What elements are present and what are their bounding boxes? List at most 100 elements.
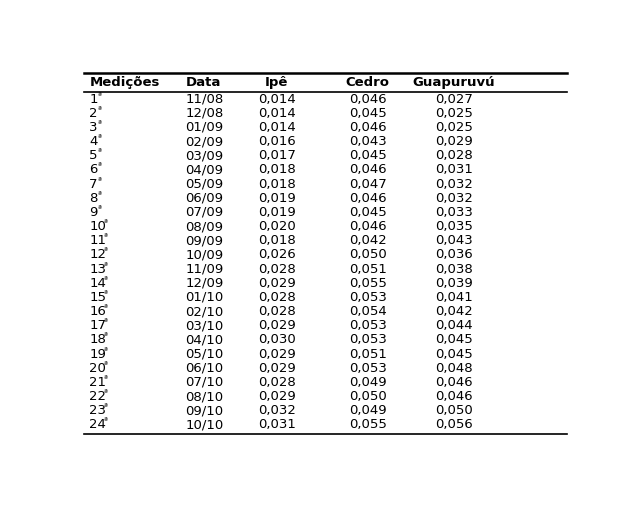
Text: 0,046: 0,046 [435, 390, 473, 403]
Text: 12: 12 [89, 248, 106, 262]
Text: 0,045: 0,045 [349, 149, 387, 162]
Text: 0,029: 0,029 [258, 390, 296, 403]
Text: 0,049: 0,049 [349, 404, 387, 417]
Text: 13: 13 [89, 263, 106, 275]
Text: 0,018: 0,018 [258, 178, 296, 191]
Text: 0,033: 0,033 [435, 206, 473, 219]
Text: 3: 3 [89, 121, 98, 134]
Text: 0,025: 0,025 [435, 107, 473, 120]
Text: 4: 4 [89, 135, 98, 148]
Text: 0,029: 0,029 [258, 319, 296, 332]
Text: ª: ª [97, 105, 101, 114]
Text: Ipê: Ipê [265, 76, 288, 89]
Text: 0,053: 0,053 [349, 362, 387, 375]
Text: ª: ª [104, 233, 107, 241]
Text: 0,045: 0,045 [435, 333, 473, 346]
Text: 0,028: 0,028 [258, 376, 296, 389]
Text: 0,029: 0,029 [258, 277, 296, 290]
Text: 07/10: 07/10 [186, 376, 224, 389]
Text: ª: ª [104, 261, 107, 270]
Text: 01/10: 01/10 [186, 291, 224, 304]
Text: 19: 19 [89, 347, 106, 361]
Text: 0,031: 0,031 [435, 164, 473, 176]
Text: 22: 22 [89, 390, 106, 403]
Text: ª: ª [104, 402, 107, 411]
Text: 11/09: 11/09 [186, 263, 224, 275]
Text: 0,030: 0,030 [258, 333, 296, 346]
Text: 16: 16 [89, 305, 106, 318]
Text: 0,028: 0,028 [258, 263, 296, 275]
Text: 24: 24 [89, 419, 106, 431]
Text: 06/10: 06/10 [186, 362, 224, 375]
Text: 18: 18 [89, 333, 106, 346]
Text: Guapuruvú: Guapuruvú [413, 76, 495, 89]
Text: 08/10: 08/10 [186, 390, 224, 403]
Text: ª: ª [97, 190, 101, 199]
Text: 0,049: 0,049 [349, 376, 387, 389]
Text: 0,046: 0,046 [349, 192, 387, 205]
Text: 0,029: 0,029 [258, 362, 296, 375]
Text: Cedro: Cedro [346, 76, 390, 89]
Text: ª: ª [104, 246, 107, 256]
Text: ª: ª [104, 275, 107, 284]
Text: 0,027: 0,027 [435, 92, 473, 106]
Text: 23: 23 [89, 404, 106, 417]
Text: 0,016: 0,016 [258, 135, 296, 148]
Text: 0,014: 0,014 [258, 107, 296, 120]
Text: 11: 11 [89, 234, 106, 247]
Text: 04/10: 04/10 [186, 333, 224, 346]
Text: 0,044: 0,044 [435, 319, 473, 332]
Text: 0,055: 0,055 [349, 419, 387, 431]
Text: 08/09: 08/09 [186, 220, 223, 233]
Text: ª: ª [104, 374, 107, 383]
Text: 0,028: 0,028 [435, 149, 473, 162]
Text: 0,029: 0,029 [258, 347, 296, 361]
Text: ª: ª [104, 416, 107, 426]
Text: 0,028: 0,028 [258, 305, 296, 318]
Text: 0,050: 0,050 [349, 248, 387, 262]
Text: 03/10: 03/10 [186, 319, 224, 332]
Text: ª: ª [97, 90, 101, 100]
Text: 0,053: 0,053 [349, 291, 387, 304]
Text: 04/09: 04/09 [186, 164, 223, 176]
Text: 2: 2 [89, 107, 98, 120]
Text: 09/10: 09/10 [186, 404, 224, 417]
Text: 0,014: 0,014 [258, 92, 296, 106]
Text: 01/09: 01/09 [186, 121, 224, 134]
Text: 17: 17 [89, 319, 106, 332]
Text: 02/10: 02/10 [186, 305, 224, 318]
Text: 0,051: 0,051 [349, 347, 387, 361]
Text: 03/09: 03/09 [186, 149, 224, 162]
Text: ª: ª [104, 332, 107, 340]
Text: 0,041: 0,041 [435, 291, 473, 304]
Text: 0,032: 0,032 [435, 192, 473, 205]
Text: 0,050: 0,050 [435, 404, 473, 417]
Text: 0,051: 0,051 [349, 263, 387, 275]
Text: 02/09: 02/09 [186, 135, 224, 148]
Text: 14: 14 [89, 277, 106, 290]
Text: 05/10: 05/10 [186, 347, 224, 361]
Text: ª: ª [104, 289, 107, 298]
Text: 9: 9 [89, 206, 98, 219]
Text: 0,046: 0,046 [349, 220, 387, 233]
Text: 0,028: 0,028 [258, 291, 296, 304]
Text: 0,046: 0,046 [349, 121, 387, 134]
Text: 0,050: 0,050 [349, 390, 387, 403]
Text: 0,054: 0,054 [349, 305, 387, 318]
Text: 0,045: 0,045 [435, 347, 473, 361]
Text: 0,014: 0,014 [258, 121, 296, 134]
Text: 10/10: 10/10 [186, 419, 224, 431]
Text: 0,018: 0,018 [258, 234, 296, 247]
Text: 0,055: 0,055 [349, 277, 387, 290]
Text: ª: ª [97, 161, 101, 171]
Text: 12/08: 12/08 [186, 107, 224, 120]
Text: 0,019: 0,019 [258, 192, 296, 205]
Text: 05/09: 05/09 [186, 178, 224, 191]
Text: 11/08: 11/08 [186, 92, 224, 106]
Text: 0,043: 0,043 [349, 135, 387, 148]
Text: ª: ª [104, 317, 107, 327]
Text: 5: 5 [89, 149, 98, 162]
Text: 0,056: 0,056 [435, 419, 473, 431]
Text: 21: 21 [89, 376, 106, 389]
Text: 0,045: 0,045 [349, 206, 387, 219]
